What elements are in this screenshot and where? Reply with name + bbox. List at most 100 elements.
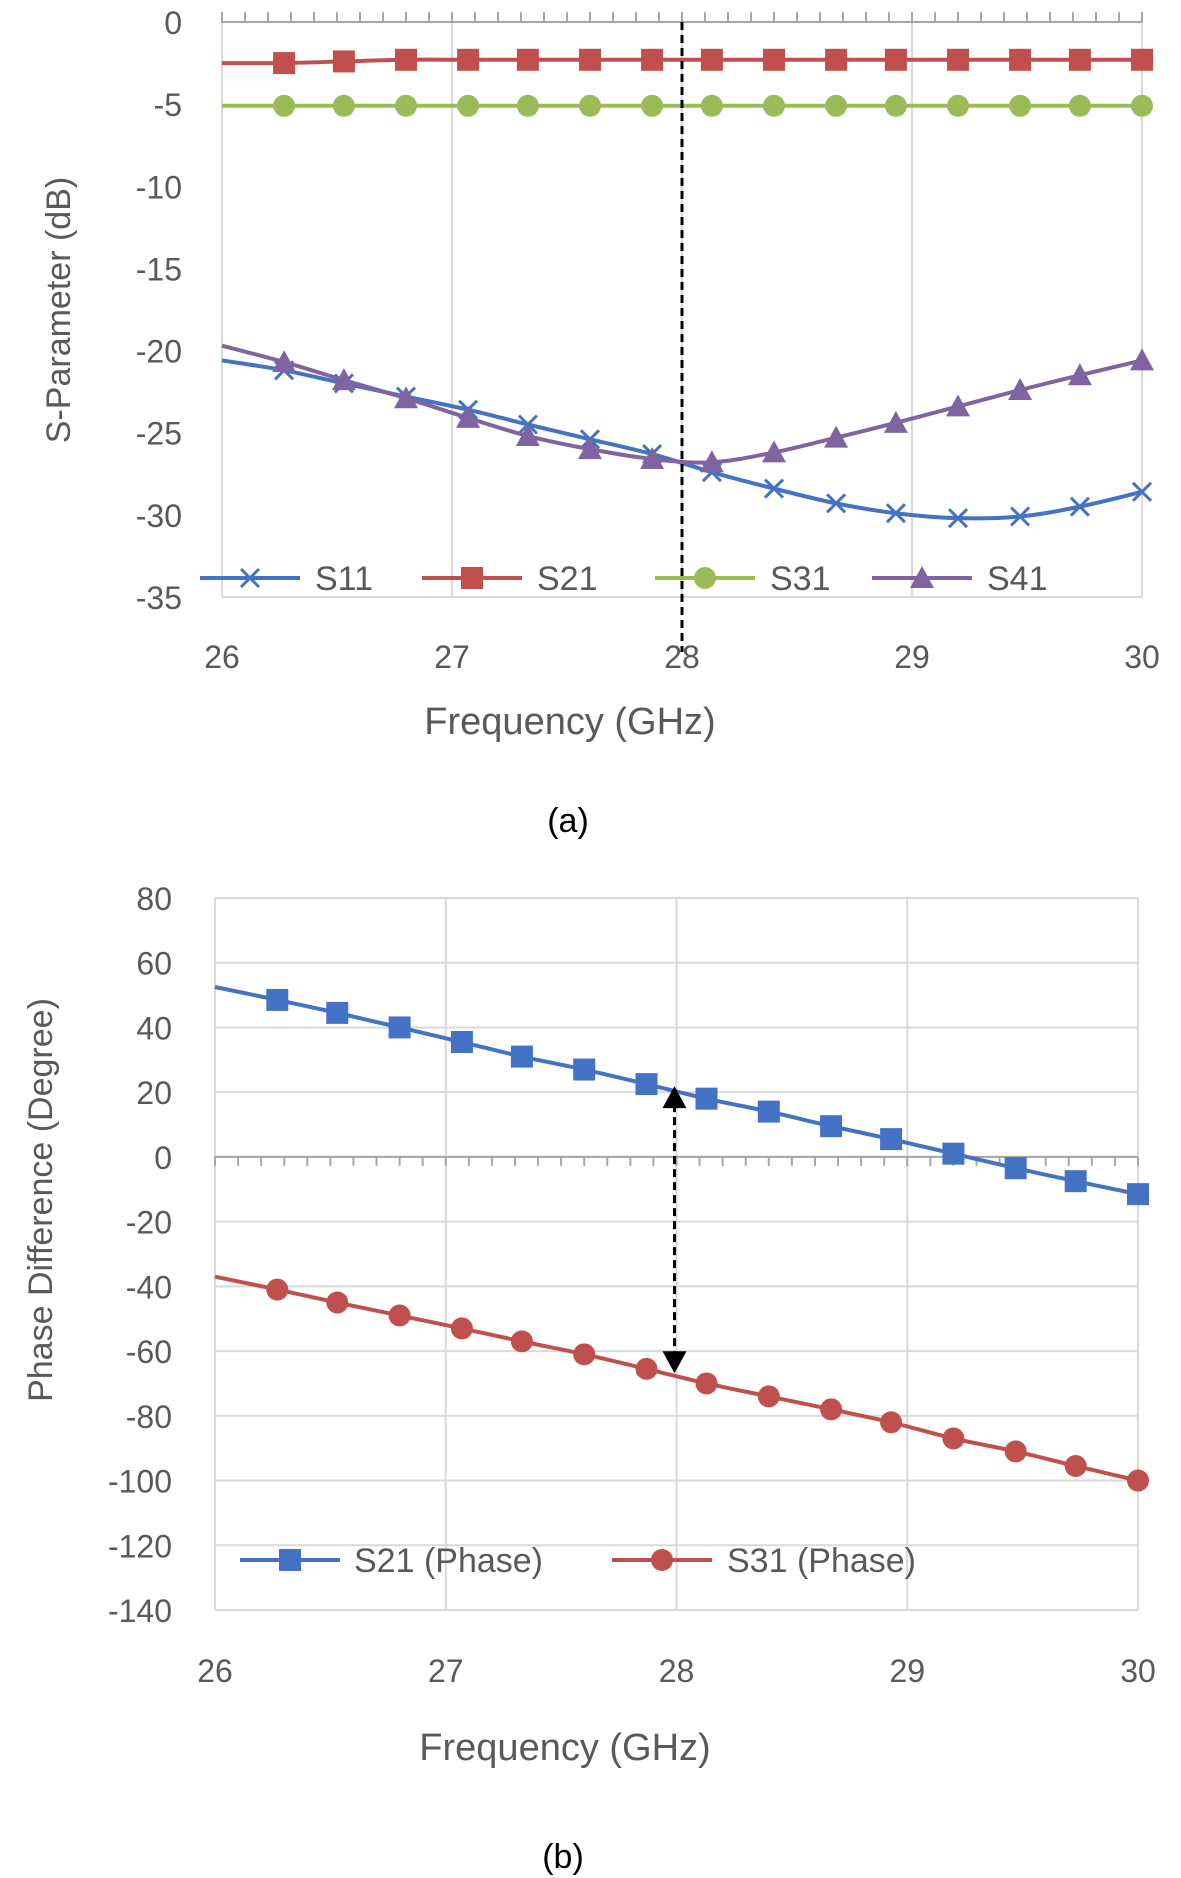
chart-b-series-s31-phase-point [1064,1454,1087,1477]
chart-a-series-s41-point [272,350,297,373]
chart-a-series-s21-point [457,48,480,71]
chart-b-y-tick-label: 0 [154,1140,172,1176]
chart-a-series-s41-point [640,447,665,469]
chart-b-series-s31-phase-point [942,1427,965,1450]
chart-a-series-s21-point [947,48,969,71]
chart-b-series-s21-phase-point [1004,1157,1027,1180]
chart-b-series-s31-phase-point [820,1398,843,1421]
chart-a-series-s21-point [763,48,785,71]
chart-a-legend-swatch-marker [461,567,483,589]
chart-a-legend: S11 S21 S31 S41 [200,560,1048,598]
chart-a-y-tick-label: -25 [136,416,182,452]
chart-b-series-s21-phase-point [326,1001,349,1024]
chart-b-y-tick-label: -20 [126,1205,172,1241]
chart-b-series-s31-phase-point [510,1330,533,1353]
chart-a-y-tick-label: -30 [136,498,182,534]
chart-b-y-tick-label: 40 [136,1010,172,1046]
chart-b-arrow-head-up [662,1086,687,1109]
chart-a: S-Parameter (dB) Frequency (GHz) (a) 0 -5… [40,5,1160,840]
chart-b-y-tick-label: -100 [108,1464,172,1500]
chart-b-legend-label: S21 (Phase) [354,1542,543,1580]
chart-a-series-s31-point [457,94,480,117]
chart-b-series-s21-phase [214,985,1149,1206]
chart-a-legend-label: S21 [537,560,598,598]
chart-a-series-s21-line [221,57,1142,66]
chart-a-series-s41-point [578,437,602,460]
chart-b-series-s31-phase-point [880,1411,903,1434]
chart-a-series-s11-point [763,478,785,499]
chart-a-series-s21-point [1131,48,1153,71]
chart-b-x-axis-label: Frequency (GHz) [419,1727,710,1769]
chart-a-series-s31-point [884,94,907,117]
chart-a-y-tick-label: -15 [136,251,182,287]
chart-a-series-s41 [221,343,1154,473]
chart-a-series-s21-point [332,50,355,73]
chart-b-y-tick-labels: 80 60 40 20 0 -20 -40 -60 -80 -100 -120 -140 [108,881,172,1629]
chart-b-series-s31-phase-point [1127,1469,1149,1492]
chart-a-legend-item-s11: S11 [200,560,373,598]
chart-a-legend-item-s31: S31 [655,560,831,598]
chart-b-x-tick-label: 30 [1120,1653,1156,1689]
chart-a-series-s21-point [273,52,296,75]
chart-a-series-s21-point [1068,48,1091,71]
chart-b-y-tick-label: 80 [136,881,172,917]
chart-a-series-s41-point [1008,378,1033,400]
chart-b-series-s31-phase-point [450,1317,473,1340]
chart-a-series-s11-point [947,508,969,529]
chart-b-x-tick-label: 27 [428,1653,464,1689]
chart-b-arrow-head-down [662,1351,687,1374]
chart-a-series-s11-point [885,503,906,524]
chart-b-series-s31-phase-line [214,1274,1139,1483]
chart-b-series-s21-phase-point [942,1142,965,1165]
chart-b-y-tick-label: -60 [126,1334,172,1370]
chart-b-series-s31-phase-point [695,1372,718,1395]
chart-a-x-tick-labels: 26 27 28 29 30 [204,639,1160,675]
chart-b-gridlines [214,897,1139,1611]
chart-a-series-s41-point [515,424,540,446]
chart-a-legend-label: S31 [770,560,831,598]
chart-a-series-s31-point [825,94,848,117]
chart-a-series-s31-point [947,94,969,117]
chart-a-x-axis-label: Frequency (GHz) [424,701,715,743]
chart-a-series-s31-point [273,94,296,117]
chart-a-series-s31-point [1068,94,1091,117]
chart-a-series-s41-point [394,386,418,409]
chart-b-series-s31-phase-point [326,1291,349,1314]
chart-a-series-s31-point [516,94,539,117]
chart-a-series-s21-point [884,48,907,71]
chart-b-x-tick-label: 26 [197,1653,233,1689]
chart-a-series-s21-point [700,48,723,71]
chart-a-legend-swatch-marker [910,566,934,588]
chart-b-series-s31-phase-point [388,1304,411,1327]
chart-a-series-s41-point [883,410,908,433]
chart-a-series-s31-point [579,94,601,117]
chart-a-legend-item-s21: S21 [422,560,598,598]
chart-a-series-s31-point [641,94,664,117]
chart-a-y-tick-label: -10 [136,169,182,205]
chart-a-series-s31-point [332,94,355,117]
chart-a-series-s21-point [579,48,601,71]
chart-b-series-s21-phase-point [1064,1170,1087,1193]
chart-b-series-s21-phase-point [573,1058,596,1081]
chart-a-series-s11-point [1010,506,1031,527]
chart-b-y-tick-label: -140 [108,1593,172,1629]
chart-a-series-s21-point [395,48,417,71]
chart-b-series-s31-phase-point [573,1343,596,1366]
chart-a-series-s31-point [1009,94,1032,117]
chart-b-caption: (b) [542,1838,584,1876]
chart-b-series-s21-phase-point [757,1100,780,1123]
chart-b-y-tick-label: -120 [108,1528,172,1564]
chart-a-x-tick-label: 29 [894,639,930,675]
chart-a-series-s31-point [763,94,785,117]
chart-b-series-s31-phase-point [1004,1440,1027,1463]
chart-b-series-s21-phase-point [1127,1183,1149,1206]
chart-a-legend-swatch-marker [239,567,261,589]
chart-b-y-tick-label: 20 [136,1075,172,1111]
chart-b-legend-swatch-marker [279,1549,301,1571]
chart-a-series-s31-point [700,94,723,117]
chart-b-legend-label: S31 (Phase) [727,1542,916,1580]
chart-a-series-s41-point [946,394,970,417]
chart-b-legend: S21 (Phase) S31 (Phase) [240,1542,916,1580]
chart-a-axis-ticks [221,12,1143,22]
